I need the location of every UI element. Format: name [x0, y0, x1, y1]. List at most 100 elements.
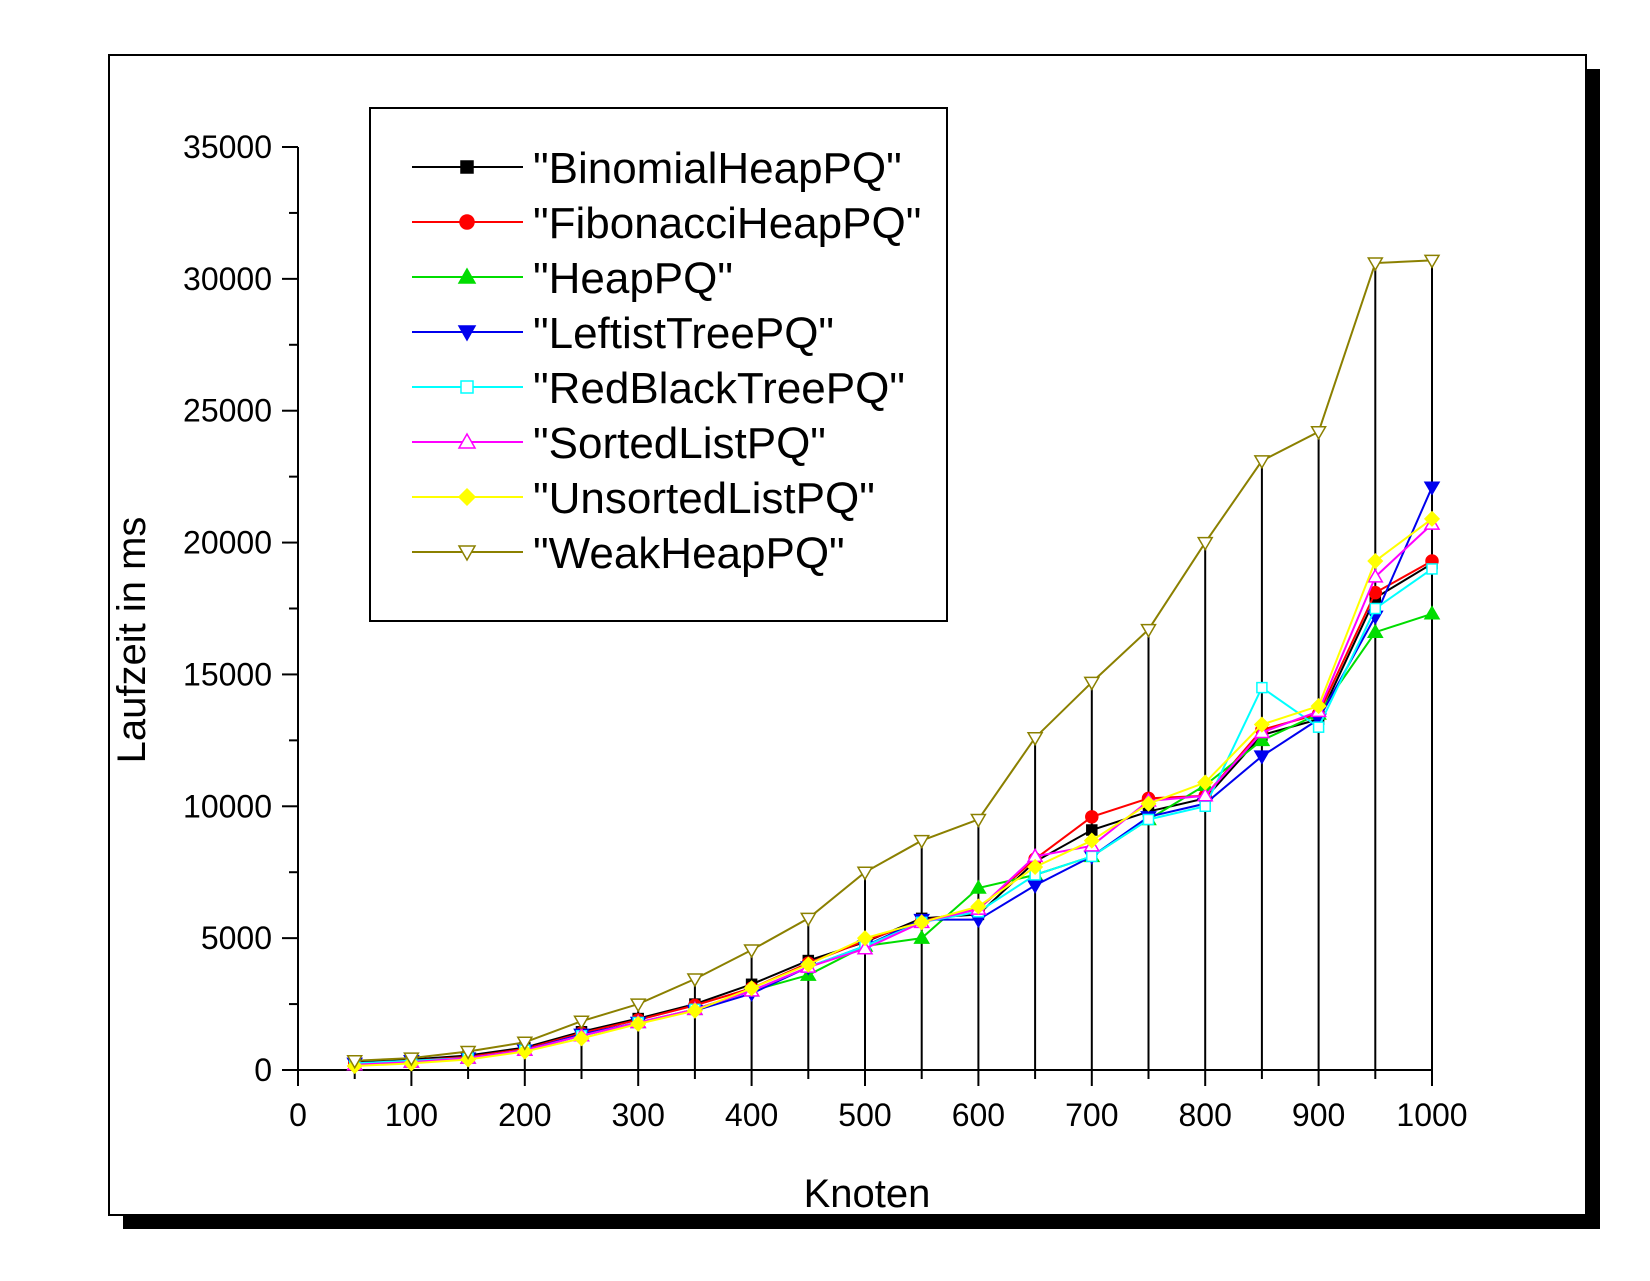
data-point [459, 1045, 477, 1061]
data-point [1256, 681, 1268, 694]
data-point [1083, 676, 1101, 691]
x-tick-label: 500 [838, 1097, 891, 1133]
x-tick-label: 600 [952, 1097, 1005, 1133]
series-layer [346, 254, 1441, 1075]
data-point [856, 940, 874, 955]
legend-label: "RedBlackTreePQ" [533, 364, 905, 413]
data-point [457, 267, 477, 284]
data-point [457, 487, 477, 507]
y-tick-label: 25000 [183, 393, 272, 429]
data-point [1366, 257, 1384, 272]
x-tick-label: 700 [1065, 1097, 1118, 1133]
data-point [630, 1015, 647, 1032]
data-point [1366, 623, 1384, 638]
data-point [970, 879, 987, 894]
data-point [459, 214, 475, 230]
data-point [457, 325, 477, 342]
data-point [686, 1002, 703, 1019]
legend-item: "LeftistTreePQ" [412, 309, 834, 358]
data-point [1423, 254, 1441, 269]
data-point [743, 980, 760, 997]
data-point [573, 1030, 590, 1047]
series-7 [346, 254, 1441, 1070]
legend-label: "BinomialHeapPQ" [533, 144, 902, 193]
data-point [913, 929, 931, 944]
data-point [1253, 750, 1271, 765]
series-line [354, 518, 1433, 1068]
legend-label: "UnsortedListPQ" [533, 474, 875, 523]
data-point [1367, 552, 1384, 570]
data-point [913, 834, 931, 850]
x-tick-label: 400 [725, 1097, 778, 1133]
legend-item: "RedBlackTreePQ" [412, 364, 905, 413]
data-point [1027, 858, 1044, 876]
data-point [970, 898, 987, 915]
y-tick-label: 10000 [183, 788, 272, 824]
x-tick-label: 100 [385, 1097, 438, 1133]
data-point [1140, 795, 1157, 812]
data-point [1199, 800, 1211, 813]
data-point [1423, 605, 1441, 620]
data-point [686, 973, 704, 988]
data-point [970, 813, 987, 828]
data-point [1083, 832, 1100, 849]
data-point [1253, 731, 1271, 747]
x-tick-label: 0 [289, 1097, 307, 1133]
data-point [403, 1052, 420, 1067]
data-point [1196, 787, 1214, 802]
x-tick-label: 300 [612, 1097, 665, 1133]
series-line [354, 523, 1433, 1066]
data-point [1196, 536, 1214, 552]
legend-item: "SortedListPQ" [412, 419, 826, 468]
data-point [1369, 602, 1382, 615]
legend-item: "BinomialHeapPQ" [412, 144, 902, 193]
data-point [460, 160, 474, 174]
data-point [1253, 716, 1270, 733]
data-point [1426, 563, 1438, 575]
data-point [856, 866, 874, 881]
series-line [354, 259, 1433, 1062]
data-point [346, 1055, 364, 1070]
x-tick-label: 800 [1179, 1097, 1232, 1133]
y-tick-label: 30000 [183, 261, 272, 297]
data-point [799, 912, 817, 927]
x-tick-label: 200 [498, 1097, 551, 1133]
legend-label: "HeapPQ" [533, 254, 733, 303]
legend-label: "SortedListPQ" [533, 419, 826, 468]
data-point [1026, 731, 1044, 747]
data-point [913, 914, 930, 931]
data-point [516, 1043, 533, 1060]
data-point [1312, 721, 1325, 733]
data-point [1310, 426, 1327, 441]
data-point [1085, 810, 1099, 824]
data-point [1197, 774, 1214, 791]
legend-item: "HeapPQ" [412, 254, 733, 303]
data-point [1142, 813, 1155, 826]
data-point [1423, 510, 1441, 527]
y-axis-label: Laufzeit in ms [110, 517, 154, 764]
series-6 [346, 510, 1441, 1075]
y-tick-label: 35000 [183, 129, 272, 165]
data-point [1253, 455, 1271, 470]
legend-item: "UnsortedListPQ" [412, 474, 875, 523]
data-point [743, 944, 760, 959]
data-point [856, 930, 874, 947]
data-point [457, 432, 477, 449]
data-point [1366, 568, 1384, 583]
legend-box [369, 107, 948, 622]
y-tick-label: 15000 [183, 656, 272, 692]
legend-label: "LeftistTreePQ" [533, 309, 834, 358]
axes: 0 100 200 300 400 500 600 700 800 900 100005000100… [183, 129, 1468, 1133]
x-tick-label: 900 [1292, 1097, 1345, 1133]
data-point [573, 1015, 590, 1030]
data-point [1423, 481, 1441, 496]
x-tick-label: 1000 [1396, 1097, 1467, 1133]
legend: "BinomialHeapPQ" "FibonacciHeapPQ" "HeapPQ… [369, 107, 948, 622]
data-point [457, 545, 477, 562]
data-point [516, 1036, 534, 1051]
data-point [1086, 850, 1098, 863]
x-axis-label: Knoten [804, 1172, 931, 1216]
data-point [460, 380, 474, 394]
